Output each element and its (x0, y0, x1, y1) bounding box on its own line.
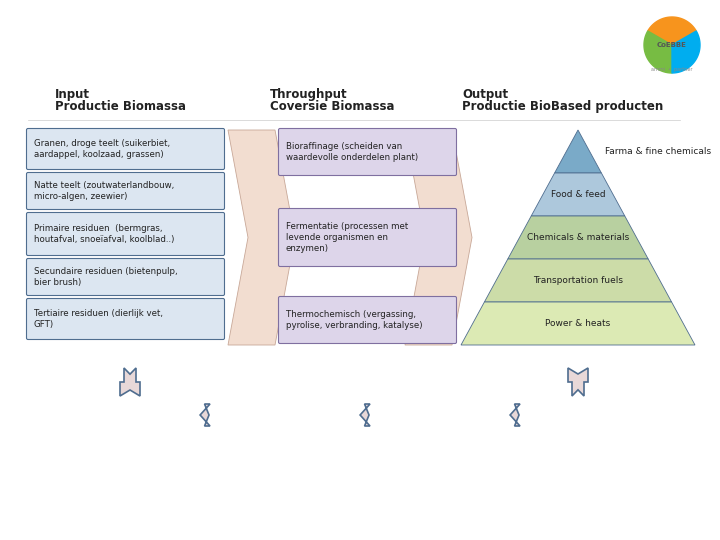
FancyBboxPatch shape (27, 213, 225, 255)
Text: Power & heats: Power & heats (545, 319, 611, 328)
Text: Output: Output (462, 88, 508, 101)
Text: Natte teelt (zoutwaterlandbouw,
micro-algen, zeewier): Natte teelt (zoutwaterlandbouw, micro-al… (34, 181, 174, 201)
Text: Productie Biomassa: Productie Biomassa (55, 100, 186, 113)
FancyBboxPatch shape (279, 208, 456, 267)
Polygon shape (510, 404, 520, 426)
Polygon shape (360, 404, 370, 426)
Text: Throughput: Throughput (270, 88, 348, 101)
FancyBboxPatch shape (279, 129, 456, 176)
Text: ammi  •  partner: ammi • partner (652, 67, 693, 72)
Polygon shape (228, 130, 295, 345)
Text: CoEBBE: CoEBBE (657, 42, 687, 48)
Text: Chemicals & materials: Chemicals & materials (527, 233, 629, 242)
Text: Farma & fine chemicals: Farma & fine chemicals (606, 147, 711, 156)
Text: Productie BioBased producten: Productie BioBased producten (462, 100, 663, 113)
Text: Granen, droge teelt (suikerbiet,
aardappel, koolzaad, grassen): Granen, droge teelt (suikerbiet, aardapp… (34, 139, 170, 159)
FancyBboxPatch shape (27, 172, 225, 210)
Polygon shape (461, 302, 695, 345)
Text: Thermochemisch (vergassing,
pyrolise, verbranding, katalyse): Thermochemisch (vergassing, pyrolise, ve… (286, 310, 423, 330)
Polygon shape (568, 368, 588, 396)
Polygon shape (200, 404, 210, 426)
FancyBboxPatch shape (27, 299, 225, 340)
Text: Secundaire residuen (bietenpulp,
bier brush): Secundaire residuen (bietenpulp, bier br… (34, 267, 178, 287)
Text: Bioraffinage (scheiden van
waardevolle onderdelen plant): Bioraffinage (scheiden van waardevolle o… (286, 142, 418, 162)
Polygon shape (644, 31, 672, 73)
Text: Transportation fuels: Transportation fuels (533, 276, 623, 285)
FancyBboxPatch shape (279, 296, 456, 343)
Polygon shape (120, 368, 140, 396)
Polygon shape (554, 130, 601, 173)
Text: Fermentatie (processen met
levende organismen en
enzymen): Fermentatie (processen met levende organ… (286, 221, 408, 253)
Polygon shape (672, 31, 700, 73)
Polygon shape (405, 130, 472, 345)
Text: Food & feed: Food & feed (551, 190, 606, 199)
Polygon shape (648, 17, 696, 45)
Polygon shape (531, 173, 625, 216)
Polygon shape (508, 216, 648, 259)
Text: Primaire residuen  (bermgras,
houtafval, snoeïafval, koolblad..): Primaire residuen (bermgras, houtafval, … (34, 224, 174, 244)
Text: Input: Input (55, 88, 90, 101)
FancyBboxPatch shape (27, 129, 225, 170)
Text: Tertiaire residuen (dierlijk vet,
GFT): Tertiaire residuen (dierlijk vet, GFT) (34, 309, 163, 329)
Polygon shape (485, 259, 672, 302)
FancyBboxPatch shape (27, 259, 225, 295)
Text: Coversie Biomassa: Coversie Biomassa (270, 100, 395, 113)
